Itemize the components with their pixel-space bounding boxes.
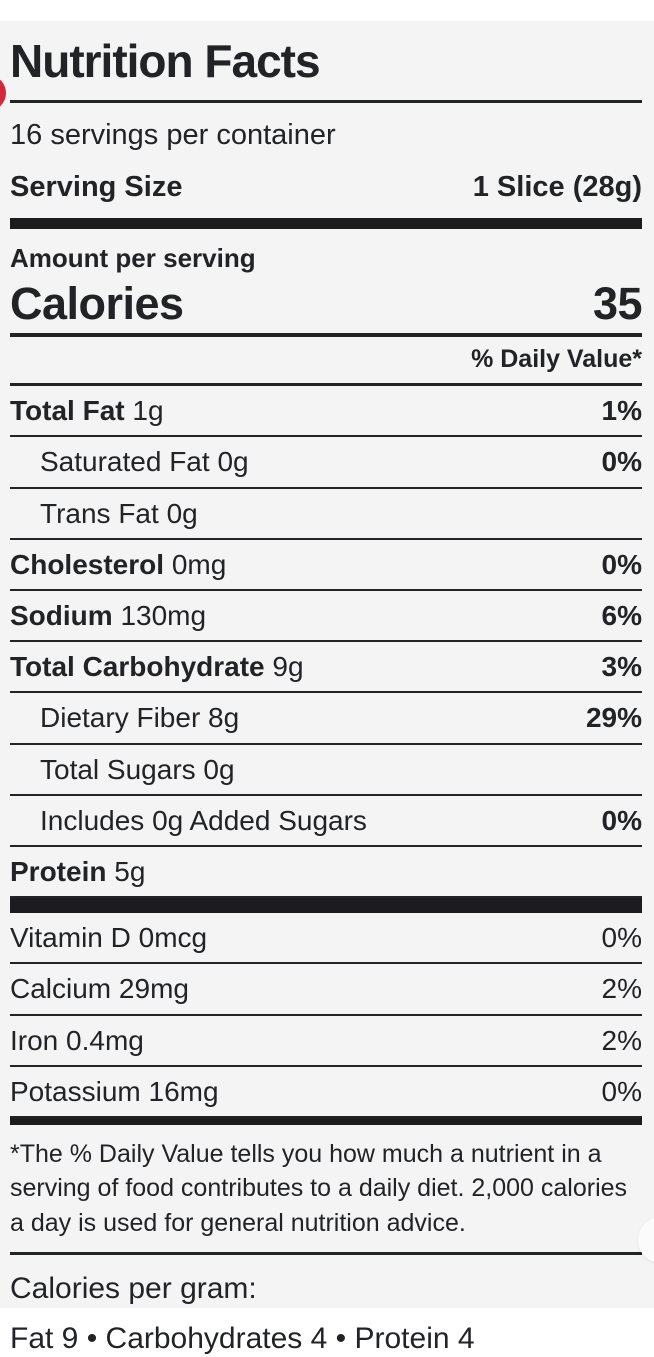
nutrient-amount: 0g: [166, 497, 198, 529]
thick-divider-bar: [10, 217, 642, 229]
vitamin-amount: 0.4mg: [66, 1024, 144, 1056]
vitamin-name: Vitamin D: [10, 922, 131, 954]
nutrient-percent: 29%: [585, 702, 642, 734]
nutrient-name: Total Carbohydrate: [10, 651, 265, 683]
vitamin-amount: 0mcg: [138, 922, 208, 954]
calories-per-gram-label: Calories per gram:: [10, 1272, 257, 1306]
vitamin-row-potassium: Potassium 16mg 0%: [10, 1067, 642, 1118]
vitamin-row-iron: Iron 0.4mg 2%: [10, 1016, 642, 1067]
vitamin-name: Potassium: [10, 1075, 141, 1107]
vitamin-percent: 0%: [601, 1075, 642, 1107]
nutrient-row-total-carbohydrate: Total Carbohydrate 9g 3%: [10, 642, 642, 694]
nutrient-row-cholesterol: Cholesterol 0mg 0%: [10, 540, 642, 592]
nutrient-percent: 1%: [601, 395, 642, 427]
vitamin-percent: 2%: [601, 1024, 642, 1056]
nutrient-row-sodium: Sodium 130mg 6%: [10, 591, 642, 643]
calories-divider: [10, 332, 642, 337]
medium-divider-bar: [10, 1117, 642, 1125]
nutrient-row-total-fat: Total Fat 1g 1%: [10, 386, 642, 438]
calories-per-gram-values: Fat 9 • Carbohydrates 4 • Protein 4: [10, 1322, 475, 1356]
servings-per-container: 16 servings per container: [10, 119, 336, 152]
calories-row: Calories 35: [10, 278, 643, 330]
serving-size-value: 1 Slice (28g): [472, 171, 642, 204]
nutrient-name: Total Fat: [10, 395, 125, 427]
nutrient-row-trans-fat: Trans Fat 0g: [10, 489, 642, 540]
nutrient-amount: 0g: [217, 446, 249, 478]
nutrient-amount: 9g: [272, 651, 304, 683]
vitamin-percent: 0%: [601, 922, 642, 954]
vitamin-amount: 29mg: [118, 973, 189, 1005]
nutrient-percent: 3%: [601, 651, 642, 683]
serving-size-row: Serving Size 1 Slice (28g): [10, 170, 642, 205]
nutrient-percent: 0%: [601, 804, 642, 836]
nutrient-name: Total Sugars: [40, 753, 196, 785]
calories-label: Calories: [10, 278, 184, 330]
partial-circle-right-edge: [638, 1217, 654, 1263]
red-partial-circle-icon: [0, 75, 6, 111]
vitamin-name: Calcium: [10, 973, 112, 1005]
nutrient-name: Dietary Fiber: [40, 702, 201, 734]
daily-value-header: % Daily Value*: [10, 337, 642, 387]
nutrient-percent: 0%: [601, 548, 642, 580]
nutrient-row-added-sugars: Includes 0g Added Sugars 0%: [10, 796, 642, 847]
serving-size-label: Serving Size: [10, 171, 183, 204]
thick-divider-bar: [10, 898, 642, 914]
nutrient-name: Protein: [10, 855, 107, 887]
top-white-strip: [0, 0, 654, 21]
nutrient-name: Includes 0g Added Sugars: [40, 804, 367, 836]
title-divider: [10, 100, 642, 104]
nutrition-facts-title: Nutrition Facts: [10, 35, 321, 87]
nutrient-row-dietary-fiber: Dietary Fiber 8g 29%: [10, 693, 642, 745]
nutrient-row-total-sugars: Total Sugars 0g: [10, 745, 642, 796]
nutrient-amount: 130mg: [120, 600, 207, 632]
amount-per-serving-label: Amount per serving: [10, 242, 256, 273]
vitamin-row-vitamin-d: Vitamin D 0mcg 0%: [10, 913, 642, 965]
vitamin-amount: 16mg: [148, 1075, 219, 1107]
nutrient-name: Cholesterol: [10, 548, 165, 580]
calories-value: 35: [592, 278, 643, 330]
footnote-divider: [10, 1252, 642, 1256]
vitamin-row-calcium: Calcium 29mg 2%: [10, 964, 642, 1016]
nutrient-row-protein: Protein 5g: [10, 847, 642, 899]
nutrient-name: Trans Fat: [40, 497, 159, 529]
nutrient-percent: 0%: [601, 446, 642, 478]
vitamin-name: Iron: [10, 1024, 59, 1056]
nutrient-name: Sodium: [10, 600, 113, 632]
nutrient-percent: 6%: [601, 600, 642, 632]
nutrition-facts-panel: Nutrition Facts 16 servings per containe…: [0, 21, 654, 1355]
daily-value-footnote: *The % Daily Value tells you how much a …: [10, 1139, 628, 1237]
nutrient-amount: 8g: [208, 702, 240, 734]
nutrient-amount: 1g: [132, 395, 164, 427]
nutrient-amount: 0mg: [171, 548, 227, 580]
nutrient-name: Saturated Fat: [40, 446, 210, 478]
vitamin-percent: 2%: [601, 973, 642, 1005]
nutrient-row-saturated-fat: Saturated Fat 0g 0%: [10, 437, 642, 489]
nutrient-amount: 0g: [203, 753, 235, 785]
nutrient-amount: 5g: [114, 855, 146, 887]
